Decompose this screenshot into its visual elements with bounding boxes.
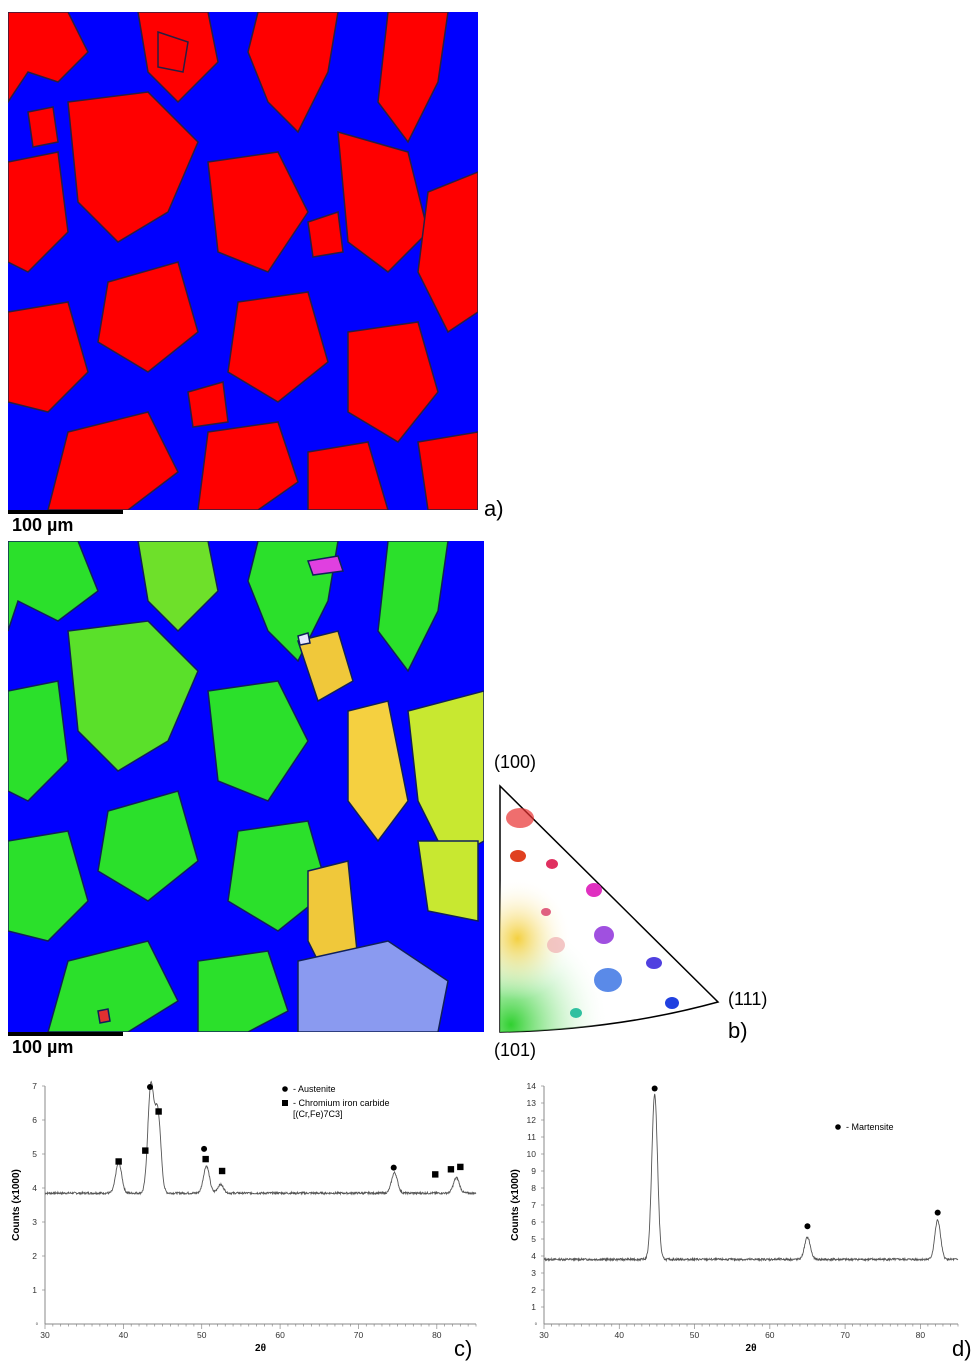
x-tick-label: 80 — [916, 1330, 926, 1340]
y-tick-label: 3 — [531, 1268, 536, 1278]
y-tick-label: 11 — [527, 1132, 536, 1142]
peak-marker-circle — [201, 1145, 208, 1152]
panel-letter-b: b) — [728, 1018, 748, 1043]
peak-marker-square — [432, 1171, 439, 1178]
panel-letter-a: a) — [484, 496, 504, 521]
peak-marker-square — [447, 1166, 455, 1173]
y-tick-label: 7 — [531, 1200, 536, 1210]
legend-circle-symbol — [282, 1086, 288, 1092]
legend-sublabel: [(Cr,Fe)7C3] — [293, 1109, 343, 1119]
x-tick-label: 40 — [119, 1330, 129, 1340]
peak-marker-square — [155, 1108, 162, 1115]
ipf-orientation-spots — [506, 808, 679, 1018]
y-axis-label: Counts (x1000) — [11, 1169, 22, 1241]
ipf-label-111: (111) — [728, 989, 768, 1009]
y-tick-label: 14 — [527, 1081, 537, 1091]
x-tick-label: 60 — [765, 1330, 775, 1340]
x-tick-label: 50 — [690, 1330, 700, 1340]
scale-bar-a — [8, 510, 123, 514]
x-tick-label: 70 — [354, 1330, 364, 1340]
legend-label: - Martensite — [846, 1122, 894, 1132]
scale-label-b: 100 µm — [12, 1037, 74, 1057]
panel-letter-c: c) — [454, 1336, 473, 1361]
y-tick-label: 6 — [531, 1217, 536, 1227]
peak-marker-square — [218, 1167, 226, 1175]
peak-marker-circle — [804, 1223, 811, 1230]
y-tick-label: 7 — [32, 1081, 37, 1091]
x-axis-label: 2θ — [255, 1343, 266, 1354]
peak-marker-square — [202, 1155, 209, 1163]
peak-marker-circle — [934, 1209, 941, 1216]
x-tick-label: 80 — [432, 1330, 442, 1340]
x-axis-label: 2θ — [746, 1343, 757, 1354]
legend-label: - Chromium iron carbide — [293, 1098, 390, 1108]
phase-map-graphic — [8, 12, 478, 510]
peak-marker-circle — [651, 1085, 658, 1092]
y-tick-label: 8 — [531, 1183, 536, 1193]
ipf-label-100: (100) — [494, 752, 537, 772]
y-tick-label: 6 — [32, 1115, 37, 1125]
x-tick-label: 70 — [840, 1330, 850, 1340]
y-tick-label: 2 — [531, 1285, 536, 1295]
ipf-label-101: (101) — [494, 1040, 537, 1060]
orientation-map-graphic — [8, 541, 484, 1032]
peak-marker-circle — [147, 1084, 154, 1091]
panel-letter-d: d) — [952, 1336, 972, 1361]
scale-label-a: 100 µm — [12, 515, 74, 535]
peak-marker-square — [115, 1158, 122, 1165]
y-tick-label: 4 — [32, 1183, 37, 1193]
peak-marker-square — [457, 1163, 464, 1171]
phase-map-image — [8, 12, 478, 510]
legend-circle-symbol — [835, 1124, 841, 1130]
y-axis-label: Counts (x1000) — [510, 1169, 521, 1241]
y-tick-label: 3 — [32, 1217, 37, 1227]
y-tick-label: 1 — [32, 1285, 37, 1295]
peak-marker-square — [142, 1147, 149, 1154]
y-tick-label: 5 — [32, 1149, 37, 1159]
y-tick-label: 2 — [32, 1251, 37, 1261]
y-tick-label: 9 — [531, 1166, 536, 1176]
y-tick-label: 1 — [531, 1302, 536, 1312]
x-tick-label: 60 — [275, 1330, 285, 1340]
x-tick-label: 50 — [197, 1330, 207, 1340]
peak-marker-circle — [390, 1164, 397, 1171]
y-tick-label: 4 — [531, 1251, 536, 1261]
y-tick-label: 13 — [527, 1098, 537, 1108]
xrd-chart-d: 30 40 50 60 70 80123456789101112131402θCounts… — [510, 1081, 959, 1354]
legend-square-symbol — [282, 1100, 288, 1106]
diffraction-curve — [543, 1093, 959, 1263]
legend-label: - Austenite — [293, 1084, 336, 1094]
y-origin-label: 0 — [535, 1321, 538, 1326]
y-origin-label: 0 — [36, 1321, 39, 1326]
y-tick-label: 12 — [527, 1115, 537, 1125]
x-tick-label: 40 — [615, 1330, 625, 1340]
diffraction-curve — [44, 1080, 477, 1196]
orientation-map-image — [8, 541, 484, 1032]
y-tick-label: 5 — [531, 1234, 536, 1244]
ipf-key-triangle — [499, 784, 720, 1033]
y-tick-label: 10 — [527, 1149, 537, 1159]
x-tick-label: 30 — [40, 1330, 50, 1340]
scale-bar-b — [8, 1032, 123, 1036]
x-tick-label: 30 — [539, 1330, 549, 1340]
